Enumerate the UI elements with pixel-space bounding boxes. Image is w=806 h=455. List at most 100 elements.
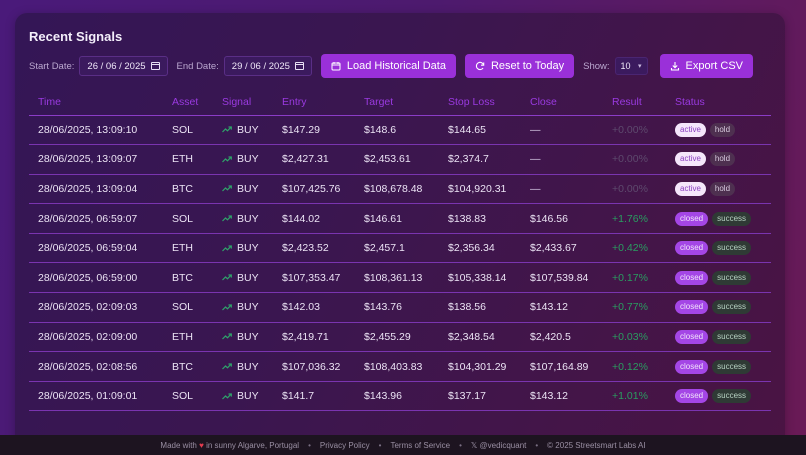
outcome-badge: hold bbox=[709, 152, 736, 167]
page-size-value: 10 bbox=[620, 61, 631, 71]
status-badge: active bbox=[675, 122, 706, 137]
col-result[interactable]: Result bbox=[603, 89, 666, 116]
table-row[interactable]: 28/06/2025, 06:59:04 ETH BUY $2,423.52 $2,45… bbox=[29, 233, 771, 264]
col-time[interactable]: Time bbox=[29, 89, 163, 116]
cell-entry: $141.7 bbox=[273, 381, 355, 412]
signal-label: BUY bbox=[237, 360, 259, 373]
status-badge: closed bbox=[675, 241, 709, 256]
col-close[interactable]: Close bbox=[521, 89, 603, 116]
cell-signal: BUY bbox=[213, 381, 273, 412]
reset-to-today-button[interactable]: Reset to Today bbox=[464, 54, 575, 78]
cell-signal: BUY bbox=[213, 203, 273, 234]
cell-close: $146.56 bbox=[521, 203, 603, 234]
calendar-icon[interactable] bbox=[294, 62, 304, 70]
cell-signal: BUY bbox=[213, 144, 273, 175]
cell-stop-loss: $105,338.14 bbox=[439, 262, 521, 294]
end-date-input[interactable]: 29 / 06 / 2025 bbox=[223, 56, 312, 76]
cell-close: $2,433.67 bbox=[521, 233, 603, 264]
cell-time: 28/06/2025, 02:08:56 bbox=[29, 351, 163, 382]
col-stop-loss[interactable]: Stop Loss bbox=[439, 89, 521, 116]
cell-time: 28/06/2025, 06:59:04 bbox=[29, 233, 163, 264]
cell-entry: $142.03 bbox=[273, 292, 355, 323]
outcome-badge: success bbox=[712, 270, 752, 285]
cell-time: 28/06/2025, 06:59:07 bbox=[29, 203, 163, 234]
show-label: Show: bbox=[583, 60, 610, 72]
cell-time: 28/06/2025, 13:09:10 bbox=[29, 115, 163, 146]
privacy-policy-link[interactable]: Privacy Policy bbox=[319, 440, 370, 450]
outcome-badge: hold bbox=[709, 122, 736, 137]
col-target[interactable]: Target bbox=[355, 89, 439, 116]
status-badge: active bbox=[675, 152, 706, 167]
cell-close: $143.12 bbox=[521, 381, 603, 412]
table-row[interactable]: 28/06/2025, 06:59:07 SOL BUY $144.02 $146.61… bbox=[29, 203, 771, 234]
cell-time: 28/06/2025, 06:59:00 bbox=[29, 262, 163, 294]
load-label: Load Historical Data bbox=[346, 60, 446, 72]
cell-target: $108,361.13 bbox=[355, 262, 439, 294]
col-signal[interactable]: Signal bbox=[213, 89, 273, 116]
table-row[interactable]: 28/06/2025, 01:09:01 SOL BUY $141.7 $143.96 $… bbox=[29, 381, 771, 412]
start-date-input[interactable]: 26 / 06 / 2025 bbox=[79, 56, 168, 76]
card-title: Recent Signals bbox=[29, 29, 123, 44]
cell-target: $146.61 bbox=[355, 203, 439, 234]
cell-stop-loss: $104,301.29 bbox=[439, 351, 521, 382]
cell-entry: $107,353.47 bbox=[273, 262, 355, 294]
table-row[interactable]: 28/06/2025, 02:09:00 ETH BUY $2,419.71 $2,45… bbox=[29, 322, 771, 353]
table-row[interactable]: 28/06/2025, 13:09:04 BTC BUY $107,425.76 $10… bbox=[29, 174, 771, 205]
cell-status: closed success bbox=[666, 351, 771, 382]
refresh-icon bbox=[475, 61, 485, 71]
separator: • bbox=[308, 440, 311, 450]
cell-result: +0.00% bbox=[603, 144, 666, 175]
cell-asset: ETH bbox=[163, 233, 213, 264]
terms-of-service-link[interactable]: Terms of Service bbox=[390, 440, 451, 450]
status-badge: closed bbox=[675, 270, 709, 285]
cell-result: +0.77% bbox=[603, 292, 666, 323]
cell-entry: $2,423.52 bbox=[273, 233, 355, 264]
signal-label: BUY bbox=[237, 212, 259, 225]
status-badge: closed bbox=[675, 359, 709, 374]
col-status[interactable]: Status bbox=[666, 89, 771, 116]
trending-up-icon bbox=[222, 393, 232, 400]
table-row[interactable]: 28/06/2025, 02:08:56 BTC BUY $107,036.32 $10… bbox=[29, 351, 771, 382]
col-entry[interactable]: Entry bbox=[273, 89, 355, 116]
cell-close: $107,164.89 bbox=[521, 351, 603, 382]
table-header-row: Time Asset Signal Entry Target Stop Loss… bbox=[29, 89, 771, 116]
cell-time: 28/06/2025, 02:09:00 bbox=[29, 322, 163, 353]
signal-label: BUY bbox=[237, 153, 259, 166]
col-asset[interactable]: Asset bbox=[163, 89, 213, 116]
cell-asset: BTC bbox=[163, 351, 213, 382]
outcome-badge: success bbox=[712, 211, 752, 226]
status-badge: closed bbox=[675, 211, 709, 226]
cell-time: 28/06/2025, 02:09:03 bbox=[29, 292, 163, 323]
cell-result: +1.76% bbox=[603, 203, 666, 234]
cell-stop-loss: $138.56 bbox=[439, 292, 521, 323]
cell-asset: BTC bbox=[163, 174, 213, 205]
cell-stop-loss: $104,920.31 bbox=[439, 174, 521, 205]
load-historical-data-button[interactable]: Load Historical Data bbox=[320, 54, 456, 78]
cell-close: — bbox=[521, 174, 603, 205]
cell-result: +0.17% bbox=[603, 262, 666, 294]
table-row[interactable]: 28/06/2025, 13:09:07 ETH BUY $2,427.31 $2,45… bbox=[29, 144, 771, 175]
status-badge: closed bbox=[675, 300, 709, 315]
cell-time: 28/06/2025, 13:09:07 bbox=[29, 144, 163, 175]
separator: • bbox=[535, 440, 539, 450]
twitter-link[interactable]: 𝕏 @vedicquant bbox=[470, 440, 527, 450]
signals-table: Time Asset Signal Entry Target Stop Loss… bbox=[29, 89, 771, 412]
signal-label: BUY bbox=[237, 182, 259, 195]
table-row[interactable]: 28/06/2025, 13:09:10 SOL BUY $147.29 $148.6 $… bbox=[29, 115, 771, 146]
export-csv-button[interactable]: Export CSV bbox=[659, 54, 754, 78]
table-row[interactable]: 28/06/2025, 02:09:03 SOL BUY $142.03 $143.76… bbox=[29, 292, 771, 323]
table-row[interactable]: 28/06/2025, 06:59:00 BTC BUY $107,353.47 $10… bbox=[29, 262, 771, 294]
page-size-select[interactable]: 10 ▾ bbox=[614, 57, 648, 75]
calendar-icon[interactable] bbox=[150, 62, 160, 70]
outcome-badge: success bbox=[712, 359, 752, 374]
status-badge: closed bbox=[675, 389, 709, 404]
cell-status: closed success bbox=[666, 381, 771, 412]
end-date-label: End Date: bbox=[176, 60, 219, 72]
cell-target: $2,455.29 bbox=[355, 322, 439, 353]
cell-status: closed success bbox=[666, 262, 771, 294]
copyright-text: © 2025 Streetsmart Labs AI bbox=[547, 440, 646, 450]
cell-entry: $2,419.71 bbox=[273, 322, 355, 353]
cell-status: active hold bbox=[666, 115, 771, 146]
toolbar: Start Date: 26 / 06 / 2025 End Date: 29 … bbox=[29, 54, 762, 78]
cell-entry: $147.29 bbox=[273, 115, 355, 146]
